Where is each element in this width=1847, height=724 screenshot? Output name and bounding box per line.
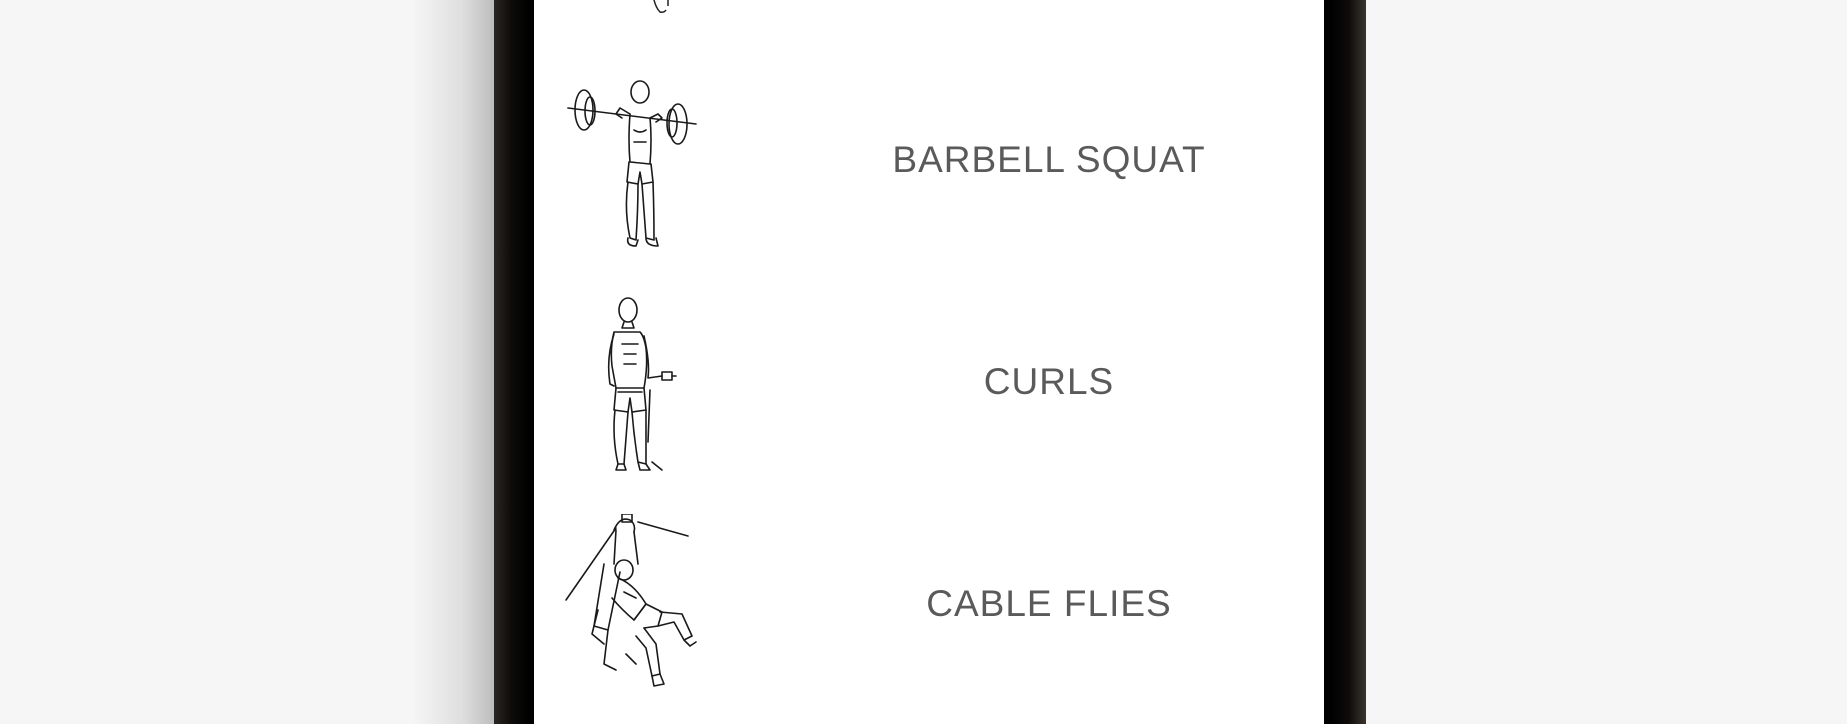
cable-flies-icon bbox=[564, 513, 704, 694]
exercise-name: BARBELL SQUAT bbox=[892, 139, 1206, 180]
list-item[interactable]: CABLE FLIES bbox=[534, 504, 1324, 704]
barbell-squat-icon bbox=[564, 70, 704, 250]
cable-curl-icon bbox=[564, 292, 704, 472]
exercise-name: CABLE FLIES bbox=[926, 583, 1172, 624]
exercise-name: CURLS bbox=[983, 361, 1115, 402]
exercise-list-screen[interactable]: BARBELL SQUAT bbox=[534, 0, 1324, 724]
list-item[interactable]: CURLS bbox=[534, 282, 1324, 482]
list-item[interactable]: BARBELL SQUAT bbox=[534, 60, 1324, 260]
phone-frame: BARBELL SQUAT bbox=[494, 0, 1366, 724]
previous-item-illustration-fragment bbox=[653, 0, 669, 13]
